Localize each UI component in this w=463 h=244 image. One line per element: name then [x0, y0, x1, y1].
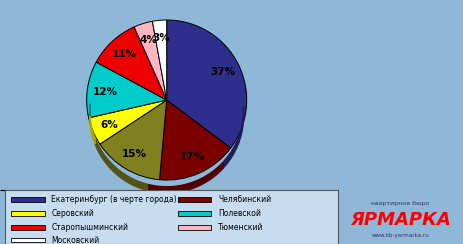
Polygon shape	[223, 106, 244, 169]
FancyBboxPatch shape	[11, 225, 44, 230]
Text: www.kb-yarmarka.ru: www.kb-yarmarka.ru	[372, 234, 429, 238]
FancyBboxPatch shape	[178, 225, 211, 230]
Wedge shape	[160, 100, 231, 180]
FancyBboxPatch shape	[11, 238, 44, 242]
Text: квартирное бюро: квартирное бюро	[371, 201, 430, 206]
Text: Тюменский: Тюменский	[218, 223, 263, 232]
FancyBboxPatch shape	[11, 211, 44, 215]
FancyBboxPatch shape	[11, 197, 44, 202]
Text: 12%: 12%	[92, 87, 117, 97]
Text: Челябинский: Челябинский	[218, 195, 271, 204]
Text: ЯРМАРКА: ЯРМАРКА	[350, 211, 451, 229]
Wedge shape	[87, 62, 167, 118]
Text: Московский: Московский	[51, 236, 100, 244]
FancyBboxPatch shape	[178, 211, 211, 215]
Wedge shape	[96, 27, 167, 100]
Text: Полевской: Полевской	[218, 209, 261, 218]
FancyBboxPatch shape	[178, 197, 211, 202]
Text: 15%: 15%	[122, 149, 147, 159]
Text: Екатеринбург (в черте города): Екатеринбург (в черте города)	[51, 195, 177, 204]
Text: 3%: 3%	[152, 33, 170, 43]
Text: Серовский: Серовский	[51, 209, 94, 218]
Text: 11%: 11%	[112, 49, 137, 59]
Text: 17%: 17%	[180, 152, 205, 162]
Text: 6%: 6%	[100, 120, 118, 130]
Wedge shape	[152, 20, 167, 100]
Text: Старопышминский: Старопышминский	[51, 223, 128, 232]
Polygon shape	[148, 163, 223, 193]
Text: 4%: 4%	[139, 35, 157, 45]
Wedge shape	[134, 21, 167, 100]
Wedge shape	[88, 100, 167, 144]
Polygon shape	[95, 138, 148, 191]
Wedge shape	[167, 20, 247, 148]
Wedge shape	[100, 100, 167, 180]
Polygon shape	[90, 110, 95, 144]
Text: 37%: 37%	[210, 67, 235, 77]
